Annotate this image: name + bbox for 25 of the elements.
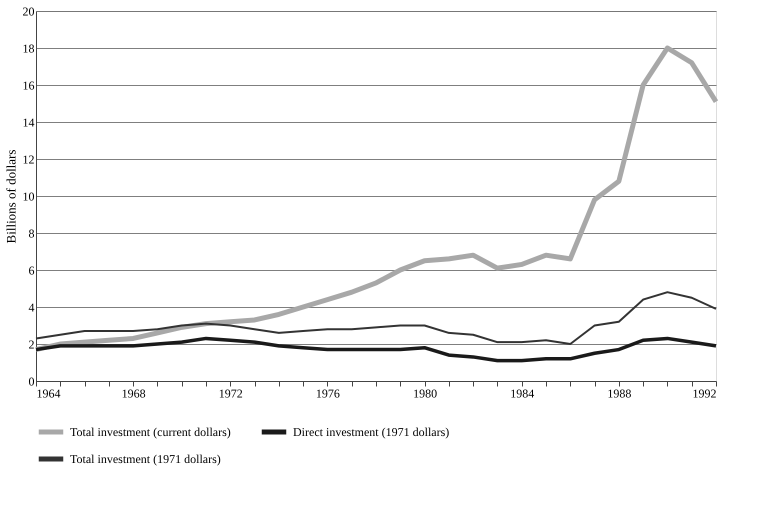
x-tick-label: 1992 xyxy=(692,386,716,400)
y-tick-label: 20 xyxy=(22,4,34,18)
y-tick-label: 12 xyxy=(22,152,34,166)
line-series xyxy=(34,336,718,362)
legend-label: Direct investment (1971 dollars) xyxy=(293,425,450,439)
y-tick-label: 8 xyxy=(28,226,34,240)
y-tick-label: 14 xyxy=(22,116,34,130)
y-axis-title: Billions of dollars xyxy=(4,150,18,244)
x-tick-label: 1972 xyxy=(218,386,243,400)
x-tick-label: 1988 xyxy=(607,386,632,400)
x-tick-label: 1980 xyxy=(413,386,438,400)
y-tick-label: 6 xyxy=(28,264,34,278)
x-tick-label: 1976 xyxy=(316,386,340,400)
y-tick-label: 18 xyxy=(22,42,34,56)
x-tick-label: 1984 xyxy=(510,386,534,400)
x-tick-label: 1968 xyxy=(122,386,146,400)
x-tick-label: 1964 xyxy=(36,386,60,400)
y-tick-label: 16 xyxy=(22,78,34,92)
y-tick-label: 0 xyxy=(28,374,34,388)
y-tick-label: 10 xyxy=(22,190,34,204)
line-series xyxy=(35,291,717,345)
legend-label: Total investment (1971 dollars) xyxy=(70,452,221,466)
y-tick-label: 2 xyxy=(28,338,34,352)
legend-label: Total investment (current dollars) xyxy=(70,425,231,439)
y-tick-label: 4 xyxy=(28,300,34,314)
